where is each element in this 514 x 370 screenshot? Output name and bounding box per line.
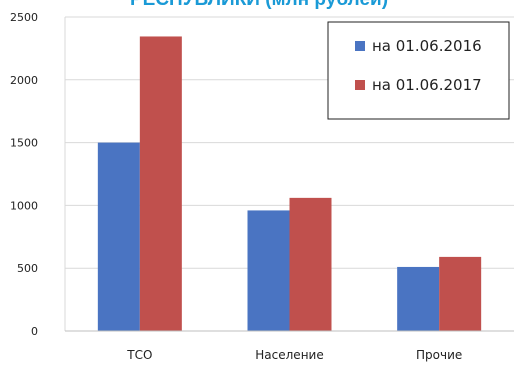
- y-tick-label: 1500: [10, 137, 38, 150]
- legend-label-2016: на 01.06.2016: [372, 37, 482, 55]
- x-tick-label: Население: [255, 348, 323, 362]
- chart-title: РЕСПУБЛИКИ (млн рублей): [130, 0, 388, 10]
- x-tick-label: ТСО: [126, 348, 152, 362]
- bar-2016: [247, 210, 290, 331]
- y-tick-label: 500: [17, 262, 38, 275]
- y-axis: 0 500 1000 1500 2000 2500: [10, 11, 66, 338]
- legend-swatch-2017: [355, 80, 365, 90]
- y-tick-label: 1000: [10, 199, 38, 212]
- legend-swatch-2016: [355, 41, 365, 51]
- legend-box: [327, 21, 510, 120]
- bars-layer: [97, 36, 482, 332]
- legend-label-2017: на 01.06.2017: [372, 76, 482, 94]
- y-tick-label: 2000: [10, 74, 38, 87]
- bar-2017: [439, 256, 482, 331]
- legend: на 01.06.2016 на 01.06.2017: [327, 21, 510, 120]
- y-tick-label: 0: [31, 325, 38, 338]
- bar-2017: [139, 36, 182, 332]
- bar-2016: [397, 266, 440, 331]
- bar-2017: [289, 197, 332, 331]
- x-tick-label: Прочие: [416, 348, 462, 362]
- x-axis: ТСО Население Прочие: [65, 330, 514, 362]
- bar-2016: [97, 142, 140, 331]
- y-tick-label: 2500: [10, 11, 38, 24]
